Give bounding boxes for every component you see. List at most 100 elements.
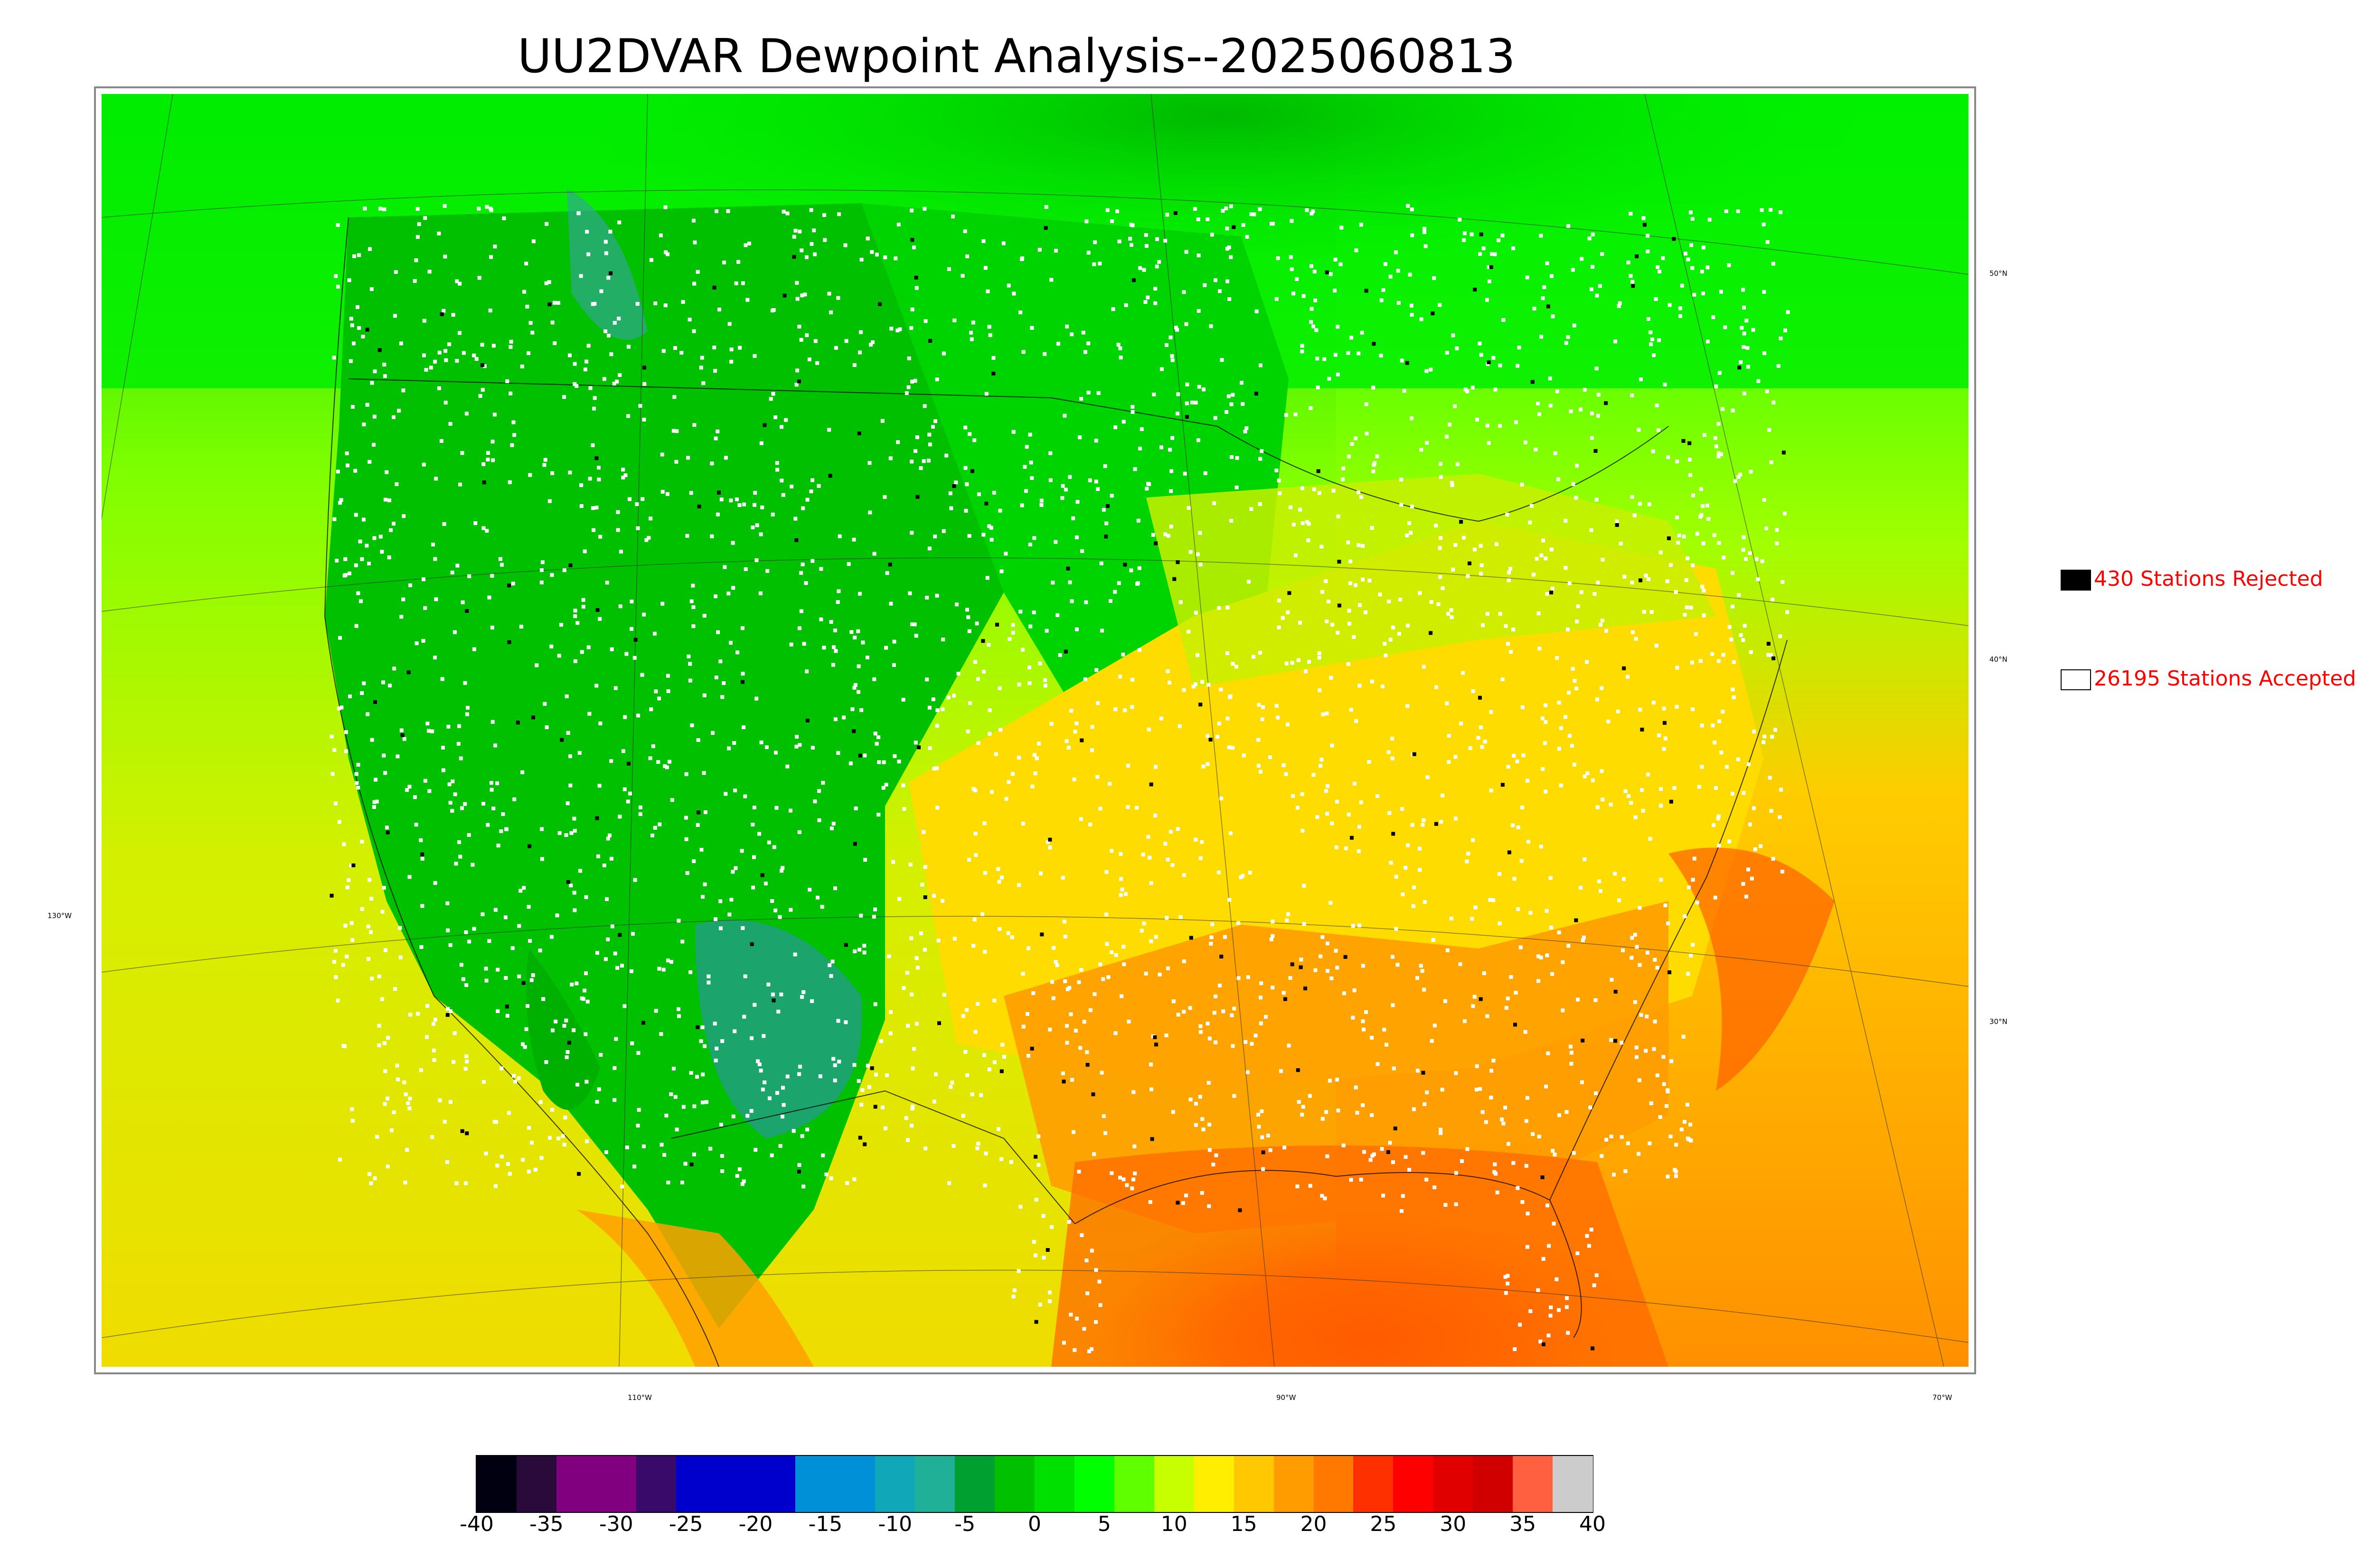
accepted-station-marker (1564, 519, 1568, 523)
accepted-station-marker (383, 498, 387, 502)
accepted-station-marker (1225, 226, 1229, 231)
colorbar-segment (875, 1456, 916, 1512)
accepted-station-marker (1060, 496, 1065, 500)
accepted-station-marker (844, 339, 848, 343)
accepted-station-marker (1098, 262, 1102, 266)
accepted-station-marker (956, 672, 961, 676)
accepted-station-marker (1432, 276, 1436, 280)
accepted-station-marker (390, 1128, 394, 1132)
accepted-station-marker (517, 924, 521, 928)
accepted-station-marker (1063, 979, 1067, 984)
rejected-station-marker (1459, 520, 1463, 524)
rejected-station-marker (760, 873, 764, 877)
accepted-station-marker (1250, 1042, 1254, 1046)
accepted-station-marker (774, 751, 778, 755)
accepted-station-marker (858, 592, 862, 596)
accepted-station-marker (1169, 489, 1173, 493)
accepted-station-marker (1196, 309, 1201, 313)
accepted-station-marker (827, 291, 831, 296)
accepted-station-marker (1291, 291, 1296, 296)
accepted-station-marker (343, 923, 348, 928)
accepted-station-marker (999, 875, 1004, 880)
accepted-station-marker (853, 635, 857, 639)
accepted-station-marker (733, 789, 737, 793)
accepted-station-marker (1024, 489, 1028, 493)
accepted-station-marker (1439, 1131, 1443, 1135)
accepted-station-marker (1731, 687, 1735, 692)
rejected-station-marker (970, 469, 974, 473)
accepted-station-marker (1724, 209, 1728, 213)
accepted-station-marker (735, 650, 740, 655)
accepted-station-marker (431, 543, 435, 547)
accepted-station-marker (338, 1157, 342, 1162)
accepted-station-marker (1234, 665, 1238, 669)
accepted-station-marker (1769, 208, 1773, 212)
accepted-station-marker (1012, 1288, 1017, 1292)
accepted-station-marker (1630, 581, 1634, 585)
accepted-station-marker (1617, 898, 1621, 902)
accepted-station-marker (1354, 436, 1358, 441)
accepted-station-marker (383, 948, 387, 952)
accepted-station-marker (1131, 1090, 1136, 1094)
accepted-station-marker (1516, 1186, 1520, 1190)
accepted-station-marker (852, 363, 857, 367)
accepted-station-marker (1209, 935, 1214, 939)
accepted-station-marker (1094, 439, 1098, 443)
accepted-station-marker (1271, 986, 1275, 990)
accepted-station-marker (791, 1129, 796, 1133)
accepted-station-marker (345, 954, 349, 958)
accepted-station-marker (1011, 623, 1015, 627)
accepted-station-marker (984, 392, 989, 396)
accepted-station-marker (1675, 460, 1679, 464)
accepted-station-marker (491, 458, 495, 462)
accepted-station-marker (535, 663, 539, 667)
accepted-station-marker (1072, 1130, 1075, 1134)
accepted-station-marker (1079, 817, 1083, 821)
accepted-station-marker (859, 257, 864, 262)
accepted-station-marker (1113, 707, 1118, 711)
accepted-station-marker (1524, 1119, 1528, 1123)
accepted-station-marker (1396, 269, 1400, 273)
accepted-station-marker (1021, 648, 1025, 652)
accepted-station-marker (1655, 1073, 1659, 1078)
rejected-station-marker (1350, 836, 1354, 840)
accepted-station-marker (869, 343, 873, 347)
accepted-station-marker (731, 586, 735, 590)
accepted-station-marker (569, 883, 573, 888)
accepted-station-marker (710, 461, 714, 466)
accepted-station-marker (1119, 893, 1123, 897)
accepted-station-marker (575, 384, 579, 388)
accepted-station-marker (1421, 823, 1425, 827)
lon-label-110: 110°W (628, 1393, 652, 1402)
accepted-station-marker (1574, 496, 1578, 500)
accepted-station-marker (1311, 324, 1315, 329)
accepted-station-marker (387, 498, 392, 502)
accepted-station-marker (1638, 963, 1642, 967)
accepted-station-marker (1744, 894, 1748, 899)
accepted-station-marker (1514, 991, 1518, 995)
accepted-station-marker (873, 1002, 877, 1006)
accepted-station-marker (1478, 1087, 1482, 1091)
accepted-station-marker (998, 927, 1002, 931)
accepted-station-marker (801, 563, 805, 566)
accepted-station-marker (983, 1183, 987, 1188)
accepted-station-marker (1347, 609, 1351, 613)
accepted-station-marker (988, 708, 992, 713)
accepted-station-marker (1478, 252, 1482, 256)
accepted-station-marker (1118, 675, 1122, 679)
accepted-station-marker (1242, 753, 1246, 758)
accepted-station-marker (1445, 948, 1450, 952)
accepted-station-marker (419, 945, 424, 949)
accepted-station-marker (1309, 264, 1313, 268)
accepted-station-marker (433, 359, 437, 364)
accepted-station-marker (1594, 1273, 1599, 1277)
accepted-station-marker (1200, 680, 1205, 684)
accepted-station-marker (621, 749, 625, 753)
accepted-station-marker (1450, 481, 1454, 485)
rejected-station-marker (1500, 783, 1505, 787)
accepted-station-marker (703, 1044, 707, 1048)
accepted-station-marker (1482, 971, 1486, 976)
accepted-station-marker (527, 905, 531, 909)
accepted-station-marker (399, 615, 404, 619)
accepted-station-marker (1097, 1279, 1102, 1284)
